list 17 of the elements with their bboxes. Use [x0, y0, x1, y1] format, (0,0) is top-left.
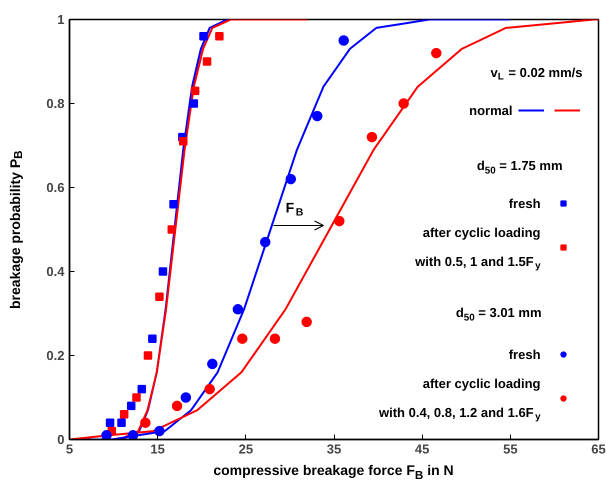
legend-label: fresh — [508, 347, 541, 362]
legend-label: normal — [469, 103, 512, 118]
y-tick-label: 0.6 — [46, 180, 65, 195]
x-axis-title: compressive breakage force F$_{B}$ in N — [213, 461, 454, 484]
x-tick-label: 55 — [503, 442, 518, 456]
x-tick-label: 65 — [591, 442, 606, 456]
x-tick-label: 45 — [414, 442, 430, 456]
x-tick-label: 25 — [238, 442, 254, 456]
y-tick-label: 1 — [57, 12, 65, 27]
y-tick-label: 0.2 — [46, 348, 65, 363]
x-tick-label: 35 — [326, 442, 342, 456]
legend-label: fresh — [508, 196, 541, 211]
y-tick-label: 0.4 — [46, 264, 66, 279]
y-tick-label: 0.8 — [46, 96, 65, 111]
x-tick-label: 15 — [150, 442, 165, 456]
y-tick-label: 0 — [57, 432, 65, 447]
x-tick-label: 5 — [66, 442, 74, 456]
